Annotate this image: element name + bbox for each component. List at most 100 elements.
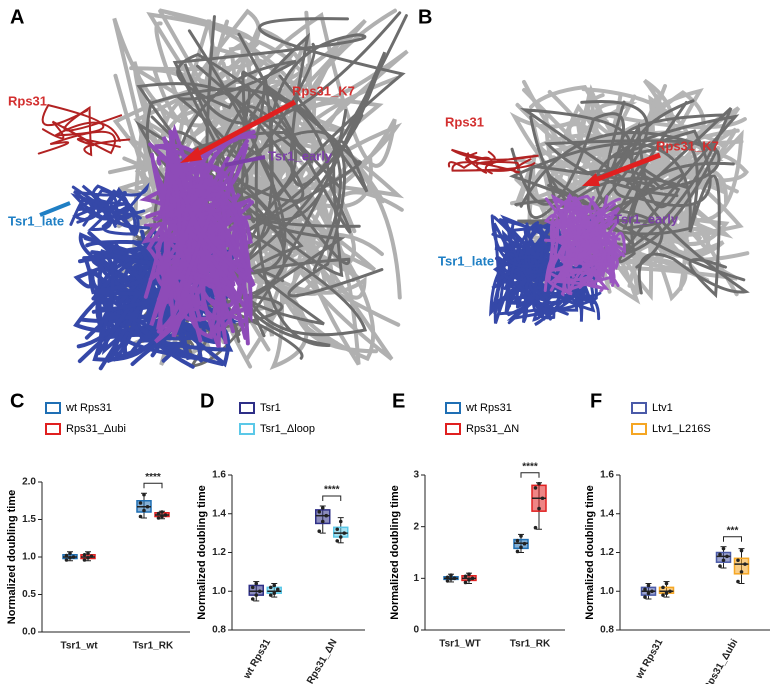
data-point <box>268 593 273 597</box>
data-point <box>71 555 76 559</box>
data-point <box>718 552 722 557</box>
data-point <box>138 514 143 519</box>
y-tick-label: 0.5 <box>22 589 36 600</box>
legend-label: Tsr1 <box>260 402 281 414</box>
ribbon <box>178 14 408 342</box>
ribbon <box>451 148 539 175</box>
data-point <box>342 531 347 535</box>
significance-bracket <box>520 472 540 478</box>
data-point <box>324 513 329 518</box>
data-point <box>338 519 343 524</box>
significance-bracket <box>143 482 163 489</box>
panel-letter: A <box>10 6 24 28</box>
data-point <box>145 504 150 509</box>
data-point <box>142 492 146 497</box>
data-point <box>445 575 450 580</box>
y-tick-label: 0.8 <box>600 625 614 636</box>
data-point <box>661 593 665 597</box>
data-point <box>445 579 450 583</box>
legend-label: Tsr1_Δloop <box>260 423 315 435</box>
significance-label: **** <box>522 461 538 472</box>
arrow-head <box>180 147 202 163</box>
ribbon <box>595 114 740 264</box>
y-tick-label: 1.0 <box>212 586 226 597</box>
ribbon <box>519 108 647 254</box>
data-point <box>643 587 647 592</box>
y-axis-label: Normalized doubling time <box>584 485 596 619</box>
y-tick-label: 1.5 <box>22 514 36 525</box>
y-tick-label: 1.0 <box>600 586 614 597</box>
data-point <box>156 511 161 516</box>
data-point <box>257 589 262 594</box>
data-point <box>317 510 322 514</box>
data-point <box>743 562 747 566</box>
legend-swatch <box>45 402 61 414</box>
significance-bracket <box>322 495 342 501</box>
box <box>733 557 750 575</box>
legend-swatch <box>445 423 461 435</box>
y-axis-label: Normalized doubling time <box>6 490 18 624</box>
data-point <box>86 555 90 560</box>
data-point <box>646 591 651 595</box>
ribbon <box>63 105 131 157</box>
data-point <box>452 576 457 581</box>
structure-label: Rps31_K7 <box>292 83 355 98</box>
data-point <box>540 496 545 501</box>
ribbon <box>163 161 235 334</box>
data-point <box>668 589 672 594</box>
ribbon <box>41 103 121 142</box>
data-point <box>82 558 87 562</box>
ribbon <box>129 45 252 125</box>
data-point <box>661 585 665 590</box>
x-tick-label: wt Rps31 <box>633 637 665 682</box>
data-point <box>163 513 168 517</box>
y-tick-label: 3 <box>413 470 419 481</box>
data-point <box>463 580 468 585</box>
x-tick-label: Tsr1_RK <box>133 641 174 652</box>
significance-label: **** <box>145 472 161 483</box>
ribbon <box>172 130 256 323</box>
data-point <box>64 553 69 558</box>
x-tick-label: wt Rps31 <box>241 637 273 682</box>
x-tick-label: Tsr1_RK <box>510 639 551 650</box>
data-point <box>739 570 744 574</box>
legend-swatch <box>445 402 461 414</box>
data-point <box>643 595 647 599</box>
legend-label: Ltv1_L216S <box>652 423 711 435</box>
legend-label: Rps31_Δubi <box>66 423 126 435</box>
data-point <box>515 549 520 554</box>
box <box>715 551 732 563</box>
y-tick-label: 1.6 <box>600 470 614 481</box>
data-point <box>533 486 538 490</box>
data-point <box>86 551 90 556</box>
data-point <box>467 572 471 576</box>
ribbon <box>451 158 536 174</box>
data-point <box>142 508 146 513</box>
legend-swatch <box>45 423 61 435</box>
y-tick-label: 1 <box>413 573 419 584</box>
data-point <box>335 539 340 543</box>
panel-letter: D <box>200 390 214 412</box>
data-point <box>254 593 259 597</box>
data-point <box>160 510 164 514</box>
panel-letter: C <box>10 390 24 412</box>
data-point <box>537 481 541 486</box>
ribbon <box>91 259 143 362</box>
data-point <box>275 587 280 592</box>
significance-bracket <box>723 536 742 542</box>
y-tick-label: 0.0 <box>22 627 36 638</box>
y-axis-label: Normalized doubling time <box>389 485 401 619</box>
x-tick-label: Tsr1_WT <box>439 639 481 650</box>
arrow-head <box>582 173 600 186</box>
data-point <box>68 555 72 560</box>
structure-label: Rps31 <box>8 93 47 108</box>
ribbon <box>145 179 217 312</box>
ribbon <box>676 137 728 299</box>
data-point <box>89 554 94 559</box>
legend-swatch <box>239 402 255 414</box>
ribbon <box>78 199 120 227</box>
structure-label: Rps31 <box>445 114 484 129</box>
data-point <box>650 589 654 594</box>
significance-label: **** <box>324 485 340 496</box>
